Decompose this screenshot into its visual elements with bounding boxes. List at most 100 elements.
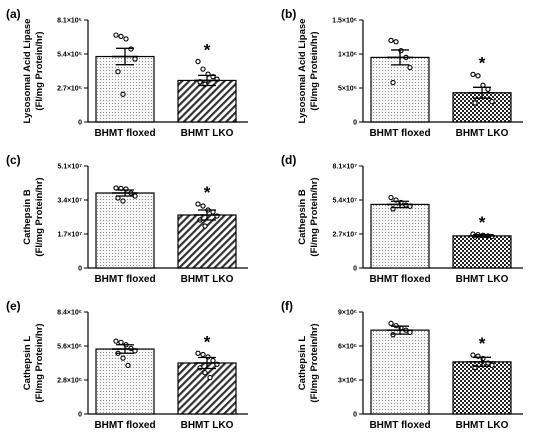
data-point bbox=[407, 64, 413, 71]
y-tick-label: 1.5×10⁶ bbox=[332, 18, 357, 25]
y-axis-title-line1: Cathepsin L bbox=[297, 336, 308, 391]
data-point bbox=[390, 79, 396, 86]
significance-star: * bbox=[204, 332, 211, 351]
bar-floxed bbox=[370, 56, 430, 123]
y-tick-label: 6×10⁶ bbox=[338, 344, 357, 351]
y-tick-label: 3.4×10⁷ bbox=[58, 198, 83, 205]
y-axis-title-line1: Cathepsin B bbox=[22, 189, 33, 245]
y-tick-label: 2.7×10⁵ bbox=[57, 86, 82, 93]
y-tick-label: 8.4×10⁶ bbox=[57, 310, 82, 317]
y-tick-label: 5.4×10⁵ bbox=[57, 52, 82, 59]
data-point bbox=[393, 39, 399, 45]
y-axis-title-line2: (FI/mg Protein/hr) bbox=[309, 323, 320, 402]
y-tick-label: 0 bbox=[353, 412, 357, 419]
data-point bbox=[118, 339, 124, 346]
panel-letter: (c) bbox=[6, 153, 21, 167]
data-point bbox=[120, 198, 126, 204]
x-category-label: BHMT floxed bbox=[94, 420, 155, 431]
data-point bbox=[470, 71, 476, 78]
y-tick-label: 8.1×10⁷ bbox=[333, 164, 358, 171]
y-tick-label: 2.7×10⁷ bbox=[333, 232, 358, 239]
x-category-label: BHMT LKO bbox=[181, 274, 234, 285]
y-tick-label: 5.1×10⁷ bbox=[58, 164, 83, 171]
x-category-label: BHMT LKO bbox=[456, 420, 509, 431]
data-point bbox=[113, 338, 119, 344]
y-axis-title-line2: (FI/mg Protein/hr) bbox=[34, 177, 45, 256]
data-point bbox=[118, 33, 124, 40]
y-axis-title-line2: (FI/mg Protein/hr) bbox=[309, 31, 320, 110]
y-tick-label: 9×10⁶ bbox=[338, 310, 357, 317]
data-point bbox=[123, 36, 129, 42]
y-tick-label: 5.4×10⁷ bbox=[333, 198, 358, 205]
panel-a: (a)Lysosomal Acid Lipase (FI/mg Protein/h… bbox=[6, 7, 248, 139]
x-category-label: BHMT floxed bbox=[369, 128, 430, 139]
data-point bbox=[115, 68, 121, 75]
bar-floxed bbox=[95, 55, 155, 123]
significance-star: * bbox=[479, 334, 486, 353]
y-tick-label: 1×10⁶ bbox=[338, 52, 357, 59]
y-tick-label: 2.8×10⁶ bbox=[57, 378, 82, 385]
panel-letter: (d) bbox=[281, 153, 296, 167]
data-point bbox=[113, 32, 119, 38]
bar-lko bbox=[452, 235, 512, 269]
bar-lko bbox=[177, 79, 237, 123]
significance-star: * bbox=[204, 183, 211, 202]
x-category-label: BHMT floxed bbox=[369, 274, 430, 285]
y-tick-label: 0 bbox=[78, 266, 82, 273]
x-category-label: BHMT floxed bbox=[94, 274, 155, 285]
y-axis-title-line1: Lysosomal Acid Lipase bbox=[22, 19, 33, 124]
x-category-label: BHMT LKO bbox=[456, 128, 509, 139]
bar-lko bbox=[452, 361, 512, 415]
bar-floxed bbox=[370, 203, 430, 269]
y-axis-title-line1: Cathepsin B bbox=[297, 189, 308, 245]
data-point bbox=[470, 352, 476, 358]
bar-floxed bbox=[95, 192, 155, 269]
data-point bbox=[195, 58, 201, 65]
data-point bbox=[388, 194, 394, 201]
x-category-label: BHMT LKO bbox=[181, 420, 234, 431]
x-category-label: BHMT LKO bbox=[181, 128, 234, 139]
data-point bbox=[200, 203, 206, 209]
y-tick-label: 5×10⁵ bbox=[338, 86, 357, 93]
data-point bbox=[202, 223, 208, 229]
y-tick-label: 5.6×10⁶ bbox=[57, 344, 82, 351]
data-point bbox=[388, 37, 394, 44]
y-axis-title-line2: (FI/mg Protein/hr) bbox=[34, 31, 45, 110]
panel-f: (f) Cathepsin L (FI/mg Protein/hr) 0 3×10⁶ 6×… bbox=[281, 299, 523, 431]
data-point bbox=[475, 73, 481, 79]
data-point bbox=[195, 201, 201, 207]
data-point bbox=[195, 350, 201, 356]
data-point bbox=[120, 91, 126, 97]
significance-star: * bbox=[479, 53, 486, 72]
data-point bbox=[207, 374, 213, 381]
panel-c: (c) Cathepsin B (FI/mg Protein/hr) 0 1.7×10⁷… bbox=[6, 153, 248, 285]
data-point bbox=[202, 370, 208, 376]
panel-letter: (e) bbox=[6, 299, 21, 313]
panel-b: (b)Lysosomal Acid Lipase (FI/mg Protein/h… bbox=[281, 7, 523, 139]
y-tick-label: 8.1×10⁵ bbox=[57, 18, 82, 25]
x-category-label: BHMT floxed bbox=[94, 128, 155, 139]
bar-lko bbox=[177, 362, 237, 415]
data-point bbox=[200, 351, 206, 358]
data-point bbox=[210, 357, 216, 364]
data-point bbox=[388, 320, 394, 326]
panel-letter: (b) bbox=[281, 7, 296, 21]
y-tick-label: 0 bbox=[353, 120, 357, 127]
data-point bbox=[489, 98, 495, 105]
data-point bbox=[200, 66, 206, 72]
panel-e: (e) Cathepsin L (FI/mg Protein/hr) 0 2.8×10⁶… bbox=[6, 299, 248, 431]
y-axis-title-line2: (FI/mg Protein/hr) bbox=[34, 323, 45, 402]
y-tick-label: 3×10⁶ bbox=[338, 378, 357, 385]
y-axis-title-line1: Lysosomal Acid Lipase bbox=[297, 19, 308, 124]
x-category-label: BHMT floxed bbox=[369, 420, 430, 431]
panel-letter: (a) bbox=[6, 7, 21, 21]
y-axis-title-line2: (FI/mg Protein/hr) bbox=[309, 177, 320, 256]
bar-lko bbox=[177, 214, 237, 269]
significance-star: * bbox=[204, 41, 211, 60]
data-point bbox=[472, 100, 478, 106]
data-point bbox=[125, 362, 131, 369]
y-tick-label: 0 bbox=[78, 412, 82, 419]
panel-d: (d) Cathepsin B (FI/mg Protein/hr) 0 2.7×10⁷… bbox=[281, 153, 523, 285]
